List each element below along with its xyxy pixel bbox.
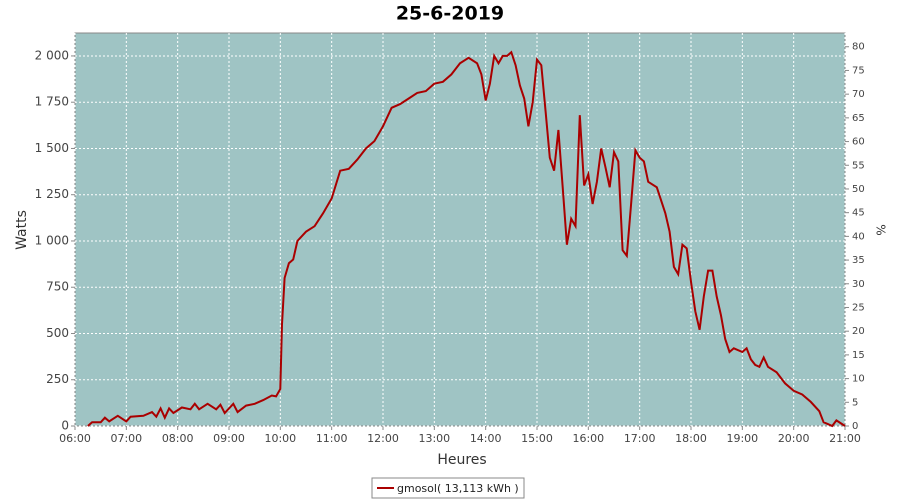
y-axis-label: Watts <box>14 210 30 250</box>
plot-area <box>74 32 846 427</box>
y2-tick-label: 65 <box>852 113 865 124</box>
y2-tick-label: 50 <box>852 184 865 195</box>
y2-axis-label: % <box>874 224 888 235</box>
y-tick-label: 1 500 <box>35 141 69 155</box>
chart-title: 25-6-2019 <box>396 3 504 25</box>
y-tick-label: 1 000 <box>35 233 69 247</box>
y2-tick-label: 10 <box>852 374 865 385</box>
y-tick-label: 250 <box>46 372 69 386</box>
y2-tick-label: 80 <box>852 42 865 53</box>
x-axis-label: Heures <box>437 452 486 468</box>
y-tick-label: 1 250 <box>35 187 69 201</box>
x-tick-label: 17:00 <box>624 432 656 445</box>
y2-tick-label: 70 <box>852 89 865 100</box>
series-line <box>87 50 846 428</box>
x-tick-label: 09:00 <box>213 432 245 445</box>
y2-tick-label: 5 <box>852 397 858 408</box>
y2-tick-label: 35 <box>852 255 865 266</box>
y2-tick-label: 75 <box>852 65 865 76</box>
y2-tick-label: 0 <box>852 421 858 432</box>
legend-label: gmosol( 13,113 kWh ) <box>397 482 519 495</box>
x-tick-label: 06:00 <box>59 432 91 445</box>
x-tick-label: 14:00 <box>470 432 502 445</box>
x-tick-label: 18:00 <box>675 432 707 445</box>
x-tick-label: 11:00 <box>316 432 348 445</box>
y-tick-label: 750 <box>46 280 69 294</box>
y2-tick-label: 40 <box>852 231 865 242</box>
y-tick-label: 2 000 <box>35 48 69 62</box>
y2-tick-label: 60 <box>852 137 865 148</box>
legend-box <box>371 477 525 499</box>
y2-tick-label: 30 <box>852 279 865 290</box>
y-tick-label: 0 <box>61 419 69 433</box>
y-tick-label: 500 <box>46 326 69 340</box>
x-tick-label: 10:00 <box>264 432 296 445</box>
x-tick-label: 13:00 <box>418 432 450 445</box>
y2-tick-label: 55 <box>852 160 865 171</box>
y-tick-label: 1 750 <box>35 95 69 109</box>
x-tick-label: 21:00 <box>829 432 861 445</box>
x-tick-label: 12:00 <box>367 432 399 445</box>
y2-tick-label: 45 <box>852 208 865 219</box>
y2-tick-label: 25 <box>852 302 865 313</box>
legend: gmosol( 13,113 kWh ) <box>371 477 525 499</box>
x-tick-label: 20:00 <box>778 432 810 445</box>
y2-tick-label: 20 <box>852 326 865 337</box>
x-tick-label: 16:00 <box>572 432 604 445</box>
y2-tick-label: 15 <box>852 350 865 361</box>
x-tick-label: 19:00 <box>726 432 758 445</box>
x-tick-label: 07:00 <box>110 432 142 445</box>
x-tick-label: 15:00 <box>521 432 553 445</box>
x-tick-label: 08:00 <box>162 432 194 445</box>
